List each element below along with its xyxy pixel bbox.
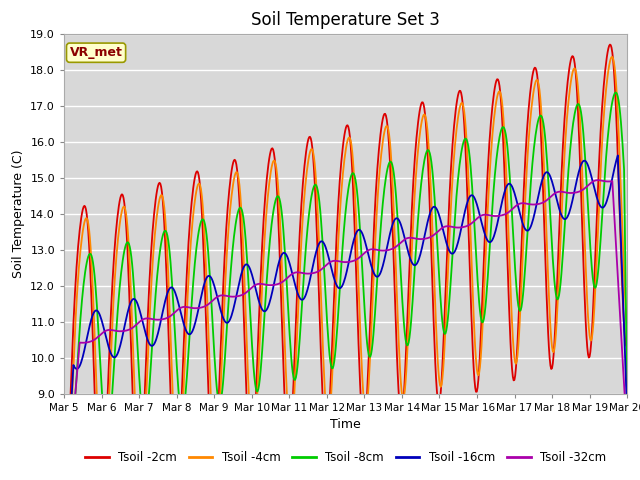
- Line: Tsoil -16cm: Tsoil -16cm: [64, 156, 627, 480]
- Tsoil -32cm: [623, 434, 631, 440]
- Tsoil -8cm: [623, 403, 631, 408]
- Tsoil -2cm: [128, 378, 136, 384]
- Tsoil -16cm: [186, 332, 193, 337]
- Tsoil -2cm: [70, 305, 78, 311]
- Tsoil -2cm: [215, 386, 223, 392]
- Tsoil -8cm: [431, 194, 438, 200]
- Tsoil -2cm: [186, 228, 193, 233]
- Line: Tsoil -4cm: Tsoil -4cm: [64, 57, 627, 480]
- Tsoil -4cm: [431, 304, 439, 310]
- Tsoil -16cm: [215, 301, 223, 307]
- Tsoil -4cm: [609, 54, 616, 60]
- Tsoil -32cm: [593, 177, 601, 183]
- Tsoil -8cm: [612, 90, 620, 96]
- Tsoil -8cm: [128, 262, 136, 267]
- Tsoil -16cm: [128, 297, 136, 303]
- Line: Tsoil -8cm: Tsoil -8cm: [64, 93, 627, 480]
- Y-axis label: Soil Temperature (C): Soil Temperature (C): [12, 149, 25, 278]
- Tsoil -8cm: [186, 336, 193, 342]
- Tsoil -4cm: [623, 322, 631, 327]
- Tsoil -32cm: [431, 231, 438, 237]
- Tsoil -32cm: [70, 404, 78, 410]
- Tsoil -4cm: [186, 250, 194, 255]
- Tsoil -16cm: [414, 258, 422, 264]
- X-axis label: Time: Time: [330, 418, 361, 431]
- Legend: Tsoil -2cm, Tsoil -4cm, Tsoil -8cm, Tsoil -16cm, Tsoil -32cm: Tsoil -2cm, Tsoil -4cm, Tsoil -8cm, Tsoi…: [81, 446, 611, 469]
- Tsoil -16cm: [623, 415, 631, 420]
- Tsoil -16cm: [614, 153, 621, 158]
- Tsoil -2cm: [606, 42, 614, 48]
- Tsoil -2cm: [414, 120, 422, 126]
- Line: Tsoil -2cm: Tsoil -2cm: [64, 45, 627, 480]
- Text: VR_met: VR_met: [70, 46, 122, 59]
- Tsoil -16cm: [431, 204, 438, 210]
- Tsoil -8cm: [70, 409, 78, 415]
- Tsoil -32cm: [128, 325, 136, 331]
- Tsoil -4cm: [216, 401, 224, 407]
- Tsoil -16cm: [70, 364, 78, 370]
- Tsoil -8cm: [414, 216, 422, 222]
- Tsoil -4cm: [71, 329, 79, 335]
- Title: Soil Temperature Set 3: Soil Temperature Set 3: [251, 11, 440, 29]
- Tsoil -2cm: [623, 342, 631, 348]
- Tsoil -32cm: [414, 236, 422, 242]
- Tsoil -32cm: [186, 305, 193, 311]
- Tsoil -2cm: [431, 342, 438, 348]
- Tsoil -8cm: [215, 400, 223, 406]
- Tsoil -4cm: [129, 342, 137, 348]
- Line: Tsoil -32cm: Tsoil -32cm: [64, 180, 627, 480]
- Tsoil -32cm: [215, 293, 223, 299]
- Tsoil -4cm: [415, 139, 422, 145]
